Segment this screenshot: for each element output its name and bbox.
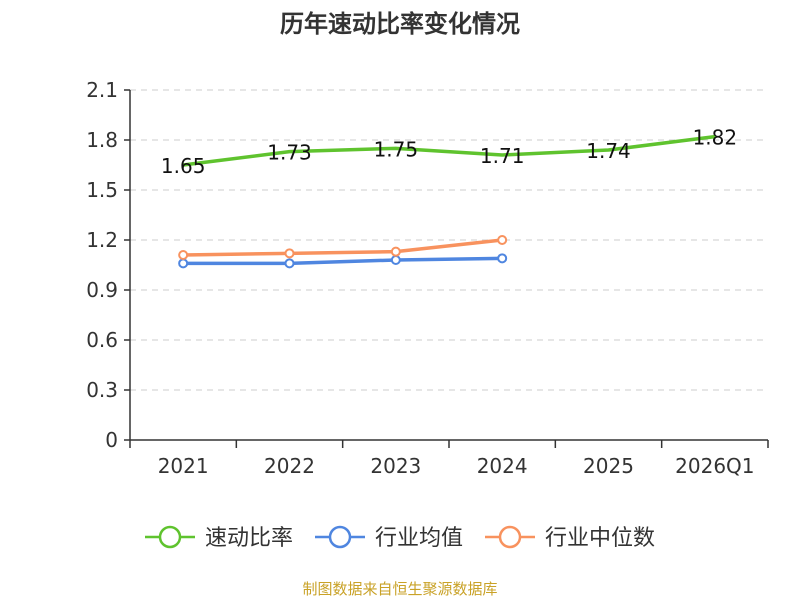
legend-marker	[328, 525, 352, 549]
x-tick-label: 2026Q1	[675, 454, 754, 478]
y-tick-label: 1.5	[86, 178, 118, 202]
series-2-point	[390, 246, 401, 257]
series-line-2	[181, 238, 504, 257]
chart-title: 历年速动比率变化情况	[280, 10, 520, 38]
y-tick-label: 0.9	[86, 278, 118, 302]
legend-item-2: 行业中位数	[485, 525, 655, 551]
y-tick-label: 0.6	[86, 328, 118, 352]
source-note: 制图数据来自恒生聚源数据库	[302, 580, 497, 598]
legend-label: 行业均值	[375, 526, 463, 551]
y-tick-label: 0	[105, 428, 118, 452]
series-line-0	[181, 134, 717, 167]
y-tick-label: 1.8	[86, 128, 118, 152]
legend-item-1: 行业均值	[315, 525, 463, 551]
y-tick-label: 1.2	[86, 228, 118, 252]
series-1-point	[497, 253, 508, 264]
series-2-point	[178, 250, 189, 260]
series-1-point	[178, 258, 189, 269]
y-tick-label: 0.3	[86, 378, 118, 402]
legend-item-0: 速动比率	[145, 525, 293, 551]
data-label: 1.71	[480, 144, 525, 168]
x-tick-label: 2021	[158, 454, 209, 478]
grid-layer	[130, 89, 768, 391]
x-tick-label: 2022	[264, 454, 315, 478]
series-1-point	[390, 255, 401, 265]
data-label: 1.73	[267, 141, 312, 165]
x-tick-label: 2023	[370, 454, 421, 478]
axis-layer: 0 0.3 0.6 0.9 1.2 1.5 1.8 2.1 2021 2022 2023 2024 20…	[86, 78, 769, 478]
y-tick-label: 2.1	[86, 78, 118, 102]
data-label: 1.75	[374, 137, 419, 161]
legend: 速动比率 行业均值 行业中位数	[145, 525, 655, 551]
series-layer	[178, 134, 717, 269]
legend-marker	[498, 525, 522, 549]
series-2-point	[497, 235, 508, 245]
data-label-layer: 1.65 1.73 1.75 1.71 1.74 1.82	[161, 126, 737, 178]
data-label: 1.82	[693, 126, 738, 150]
data-label: 1.74	[586, 139, 631, 163]
legend-label: 速动比率	[205, 526, 293, 551]
data-label: 1.65	[161, 154, 206, 178]
legend-marker	[158, 525, 182, 549]
x-tick-label: 2024	[477, 454, 528, 478]
series-2-point	[284, 248, 295, 259]
series-line-1	[181, 256, 504, 266]
series-1-point	[284, 258, 295, 269]
x-tick-label: 2025	[583, 454, 634, 478]
legend-label: 行业中位数	[545, 526, 655, 551]
